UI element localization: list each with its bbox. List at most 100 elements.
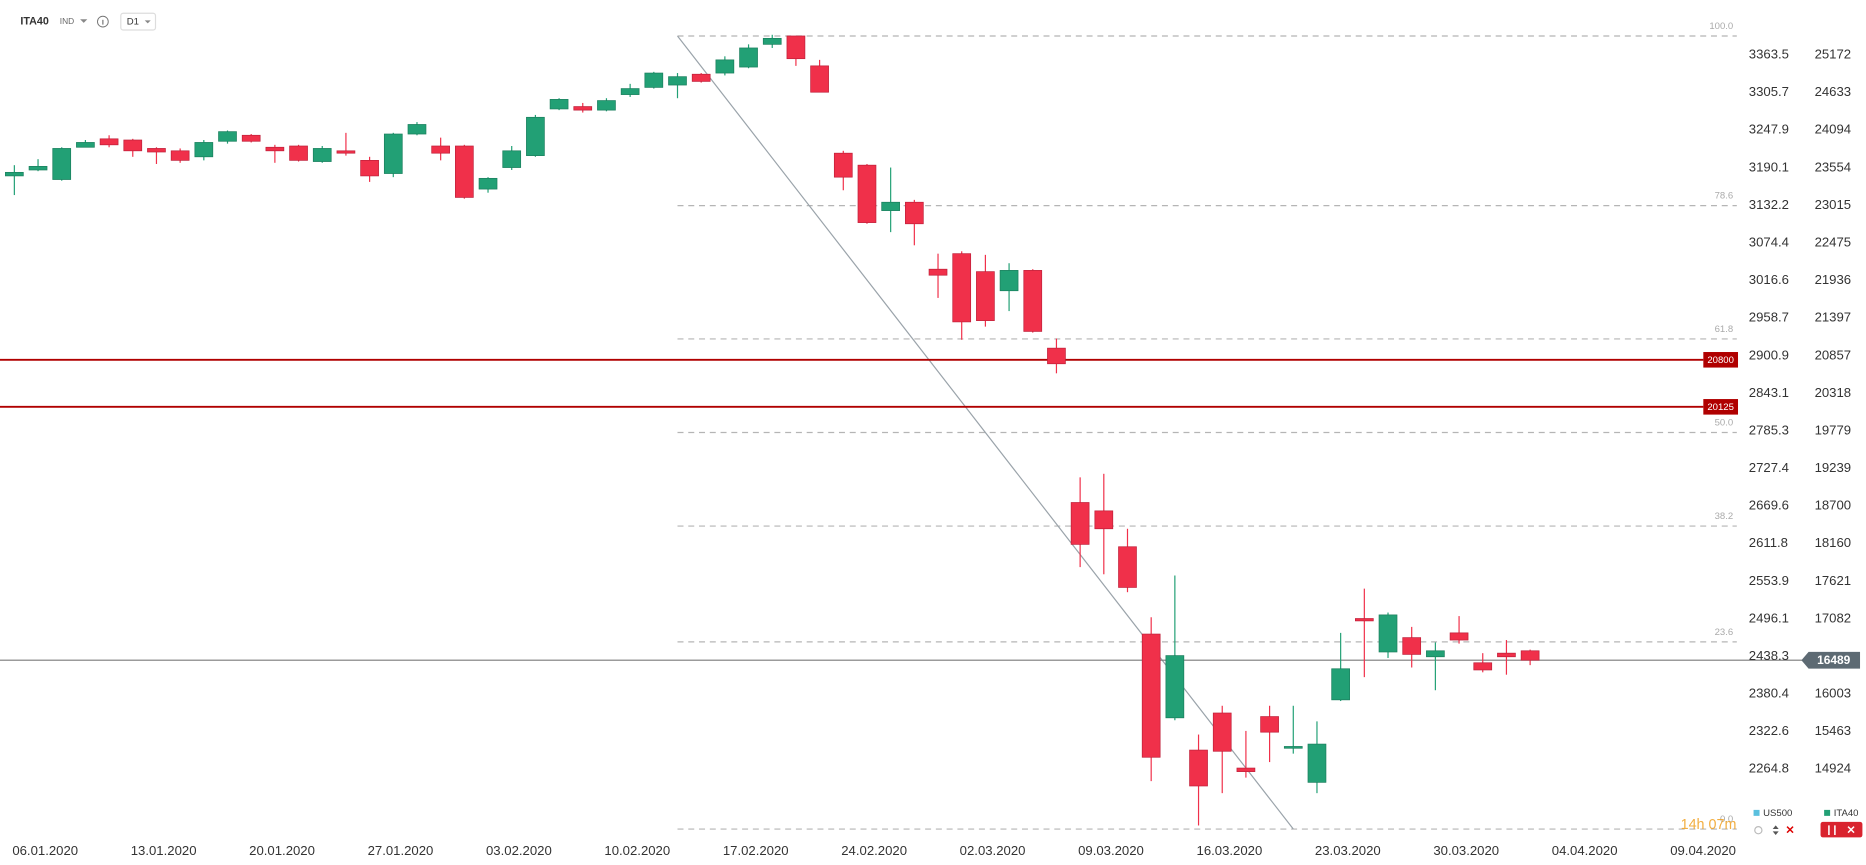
candle-body: [1331, 668, 1350, 701]
horizontal-line-label: 20125: [1707, 402, 1734, 413]
y2-tick-label: 3363.5: [1749, 47, 1789, 62]
y2-tick-label: 2380.4: [1749, 686, 1789, 701]
timeframe-dropdown[interactable]: [144, 20, 151, 24]
y-tick-label: 16003: [1815, 686, 1852, 701]
y2-tick-label: 2727.4: [1749, 460, 1789, 475]
y-tick-label: 24633: [1815, 84, 1852, 99]
y-tick-label: 14924: [1815, 761, 1852, 776]
series-actions[interactable]: [1820, 821, 1863, 838]
candle-body: [881, 201, 900, 211]
candle-body: [28, 165, 48, 171]
y-tick-label: 22475: [1815, 235, 1852, 250]
y2-tick-label: 2264.8: [1749, 761, 1789, 776]
fib-label: 61.8: [1715, 324, 1734, 335]
x-tick-label: 17.02.2020: [723, 843, 789, 858]
candle-body: [407, 124, 427, 135]
horizontal-line-tag: [1703, 352, 1739, 368]
timeframe-box[interactable]: [120, 12, 157, 31]
candle-body: [123, 139, 143, 152]
candle-body: [1307, 743, 1327, 783]
candle-body: [1141, 633, 1161, 758]
y2-tick-label: 2438.3: [1749, 648, 1789, 663]
y-tick-label: 17082: [1815, 610, 1852, 625]
fib-label: 23.6: [1715, 627, 1734, 638]
x-tick-label: 10.02.2020: [604, 843, 670, 858]
candle-body: [241, 134, 261, 142]
candle-body: [691, 73, 711, 82]
x-tick-label: 16.03.2020: [1197, 843, 1263, 858]
y-tick-label: 21936: [1815, 272, 1852, 287]
candle-body: [1023, 270, 1043, 332]
candle-body: [644, 72, 664, 88]
horizontal-line-tag: [1703, 399, 1739, 415]
candle-body: [739, 47, 758, 68]
candle-body: [194, 142, 214, 158]
fib-label: 50.0: [1715, 417, 1734, 428]
x-tick-label: 06.01.2020: [12, 843, 78, 858]
fib-trend-line: [677, 35, 1294, 830]
candle-body: [952, 253, 972, 323]
y-tick-label: 18160: [1815, 535, 1852, 550]
candle-body: [810, 65, 829, 93]
info-icon[interactable]: [97, 15, 109, 28]
visibility-icon[interactable]: [1754, 826, 1763, 835]
candle-body: [526, 116, 545, 156]
candle-body: [1094, 510, 1114, 530]
candle-body: [478, 177, 498, 190]
symbol[interactable]: ITA40: [20, 15, 48, 27]
candle-body: [1165, 655, 1185, 719]
candle-body: [999, 270, 1019, 292]
horizontal-line-label: 20800: [1707, 355, 1734, 366]
candle-body: [1118, 546, 1137, 588]
candle-body: [265, 146, 285, 152]
timeframe[interactable]: D1: [127, 17, 139, 28]
y2-tick-label: 2611.8: [1749, 535, 1788, 550]
candle-body: [52, 148, 72, 180]
y2-tick-label: 3016.6: [1749, 272, 1789, 287]
order-icon[interactable]: [1772, 825, 1779, 836]
y2-tick-label: 3190.1: [1749, 159, 1789, 174]
fib-label: 100.0: [1709, 21, 1733, 32]
candle-body: [976, 271, 995, 321]
candle-body: [147, 148, 166, 153]
last-price-label: 16489: [1817, 653, 1851, 667]
y-tick-label: 20318: [1815, 385, 1852, 400]
candle-body: [360, 160, 379, 177]
y-tick-label: 25172: [1815, 47, 1852, 62]
legend-swatch: [1824, 809, 1831, 816]
y-tick-label: 15463: [1815, 723, 1852, 738]
fib-label: 38.2: [1715, 511, 1734, 522]
candle-body: [1189, 749, 1208, 787]
y-tick-label: 21397: [1815, 310, 1852, 325]
y-tick-label: 23015: [1815, 197, 1852, 212]
candle-body: [1212, 712, 1232, 752]
candle-body: [857, 164, 877, 223]
last-price-tag: [1801, 651, 1861, 669]
y-tick-label: 18700: [1815, 498, 1852, 513]
symbol-dropdown[interactable]: [80, 19, 88, 23]
candle-body: [1355, 618, 1374, 622]
series-settings[interactable]: [1828, 825, 1836, 836]
candle-body: [455, 145, 474, 198]
candle-body: [1473, 662, 1493, 671]
candle-body: [312, 148, 332, 162]
candle-body: [786, 35, 806, 60]
x-tick-label: 27.01.2020: [368, 843, 434, 858]
x-tick-label: 03.02.2020: [486, 843, 552, 858]
y-tick-label: 23554: [1815, 159, 1852, 174]
candle-body: [76, 142, 95, 148]
market: IND: [60, 16, 74, 26]
y-tick-label: 19239: [1815, 460, 1852, 475]
candle-body: [668, 76, 687, 86]
y-tick-label: 24094: [1815, 122, 1852, 137]
candle-body: [1449, 632, 1469, 641]
candle-body: [833, 152, 853, 178]
series-remove[interactable]: [1847, 826, 1855, 834]
x-tick-label: 09.04.2020: [1670, 843, 1736, 858]
remove-icon[interactable]: [1786, 826, 1794, 834]
y-tick-label: 19779: [1815, 422, 1852, 437]
candle-body: [1283, 746, 1303, 749]
candle-body: [1497, 652, 1516, 658]
candle-body: [383, 133, 403, 174]
y-tick-label: 20857: [1815, 347, 1852, 362]
